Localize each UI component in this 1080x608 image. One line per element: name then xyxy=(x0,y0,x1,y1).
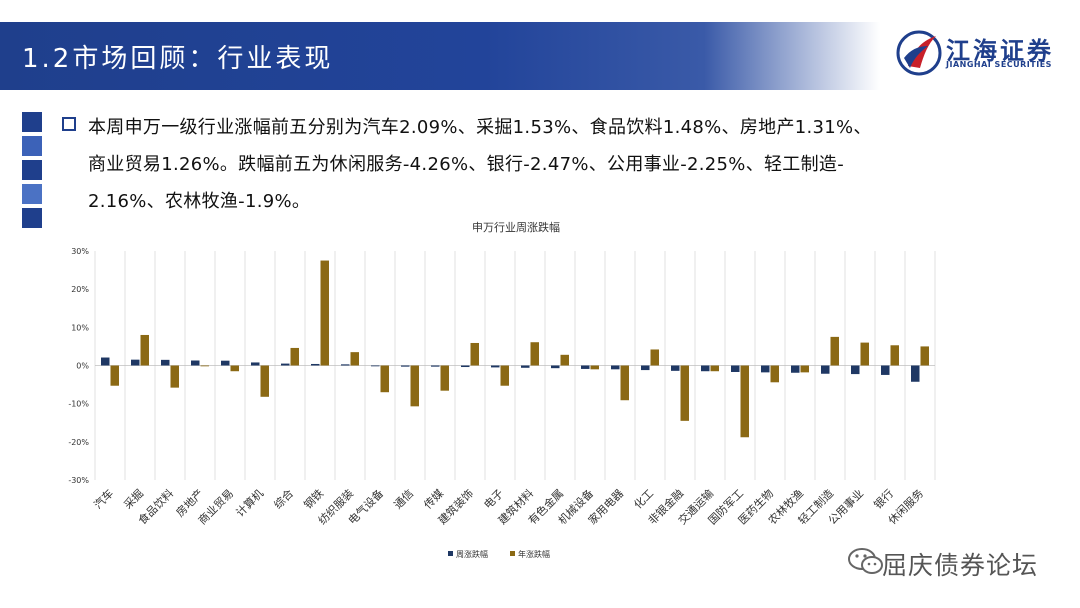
y-tick-label: -30% xyxy=(68,476,89,485)
watermark-text: 屈庆债券论坛 xyxy=(882,551,1039,580)
x-tick-label: 电子 xyxy=(481,487,506,512)
bar-yearly xyxy=(500,365,509,386)
x-tick-label: 传媒 xyxy=(421,487,446,512)
x-tick-label: 通信 xyxy=(391,487,416,512)
bar-yearly xyxy=(140,334,149,366)
bar-yearly xyxy=(680,365,689,421)
bar-weekly xyxy=(851,365,860,375)
bar-weekly xyxy=(431,365,440,367)
legend-label-yearly: 年涨跌幅 xyxy=(518,549,550,559)
bar-yearly xyxy=(890,345,899,366)
bar-yearly xyxy=(590,365,599,370)
chart-bars xyxy=(101,260,929,438)
bar-yearly xyxy=(110,365,119,386)
y-tick-label: -20% xyxy=(68,438,89,447)
bullet-icon xyxy=(62,117,76,131)
legend-label-weekly: 周涨跌幅 xyxy=(456,549,488,559)
bar-weekly xyxy=(731,365,740,372)
bar-yearly xyxy=(410,365,419,407)
x-tick-label: 汽车 xyxy=(91,486,116,511)
title-bar xyxy=(0,22,880,90)
bar-yearly xyxy=(920,346,929,366)
deco-square xyxy=(22,184,42,204)
summary-line-3: 2.16%、农林牧渔-1.9%。 xyxy=(88,191,311,212)
bar-weekly xyxy=(401,365,410,367)
bar-weekly xyxy=(881,365,890,375)
x-tick-label: 银行 xyxy=(871,486,896,511)
deco-square xyxy=(22,208,42,228)
bar-weekly xyxy=(761,365,770,373)
bar-yearly xyxy=(710,365,719,372)
x-tick-label: 采掘 xyxy=(121,486,146,511)
bar-weekly xyxy=(701,365,710,372)
bar-yearly xyxy=(380,365,389,393)
bar-yearly xyxy=(350,352,359,366)
bar-weekly xyxy=(581,365,590,369)
x-tick-label: 化工 xyxy=(631,486,656,511)
legend-swatch-yearly xyxy=(510,551,515,556)
chart-title: 申万行业周涨跌幅 xyxy=(472,220,560,234)
bar-weekly xyxy=(371,365,380,367)
summary-line-1: 本周申万一级行业涨幅前五分别为汽车2.09%、采掘1.53%、食品饮料1.48%… xyxy=(88,117,872,138)
y-tick-label: 10% xyxy=(71,323,89,332)
y-tick-label: 30% xyxy=(71,247,89,256)
x-tick-label: 计算机 xyxy=(233,486,266,519)
bar-weekly xyxy=(101,357,110,366)
bar-weekly xyxy=(551,365,560,369)
logo-text: 江海证券 xyxy=(946,37,1054,65)
bar-weekly xyxy=(251,362,260,366)
bar-weekly xyxy=(911,365,920,382)
bar-yearly xyxy=(230,365,239,372)
bar-yearly xyxy=(830,336,839,366)
y-axis: 30% 20% 10% 0% -10% -20% -30% xyxy=(68,247,89,485)
deco-square xyxy=(22,160,42,180)
bar-weekly xyxy=(641,365,650,371)
bar-weekly xyxy=(671,365,680,371)
bar-yearly xyxy=(290,347,299,366)
x-tick-label: 钢铁 xyxy=(301,487,326,512)
bar-yearly xyxy=(560,354,569,366)
bar-yearly xyxy=(470,342,479,366)
bar-yearly xyxy=(860,342,869,366)
bar-yearly xyxy=(200,365,209,367)
bar-yearly xyxy=(170,365,179,388)
x-tick-label: 综合 xyxy=(271,486,296,511)
page-title: 1.2市场回顾：行业表现 xyxy=(22,44,334,74)
logo-icon xyxy=(896,30,942,76)
bar-yearly xyxy=(740,365,749,438)
bar-weekly xyxy=(821,365,830,374)
y-tick-label: 0% xyxy=(76,362,89,371)
bar-yearly xyxy=(800,365,809,373)
wechat-icon xyxy=(848,548,883,574)
bar-weekly xyxy=(161,359,170,366)
bar-yearly xyxy=(440,365,449,391)
bar-weekly xyxy=(461,365,470,368)
bar-weekly xyxy=(611,365,620,370)
summary-line-2: 商业贸易1.26%。跌幅前五为休闲服务-4.26%、银行-2.47%、公用事业-… xyxy=(88,154,845,175)
bar-weekly xyxy=(521,365,530,368)
bar-weekly xyxy=(491,365,500,368)
bar-weekly xyxy=(191,360,200,366)
chart-legend: 周涨跌幅 年涨跌幅 xyxy=(448,549,550,559)
bar-yearly xyxy=(620,365,629,401)
logo-subtext: JIANGHAI SECURITIES xyxy=(946,60,1052,69)
deco-square xyxy=(22,136,42,156)
deco-square xyxy=(22,112,42,132)
bar-weekly xyxy=(281,363,290,366)
bar-yearly xyxy=(530,342,539,366)
bar-weekly xyxy=(341,364,350,366)
legend-swatch-weekly xyxy=(448,551,453,556)
y-tick-label: 20% xyxy=(71,285,89,294)
bar-yearly xyxy=(650,349,659,366)
bar-weekly xyxy=(791,365,800,373)
bar-weekly xyxy=(131,359,140,366)
bar-weekly xyxy=(221,360,230,366)
bar-yearly xyxy=(260,365,269,397)
y-tick-label: -10% xyxy=(68,400,89,409)
bar-yearly xyxy=(770,365,779,383)
bar-yearly xyxy=(320,260,329,366)
bar-weekly xyxy=(311,363,320,366)
